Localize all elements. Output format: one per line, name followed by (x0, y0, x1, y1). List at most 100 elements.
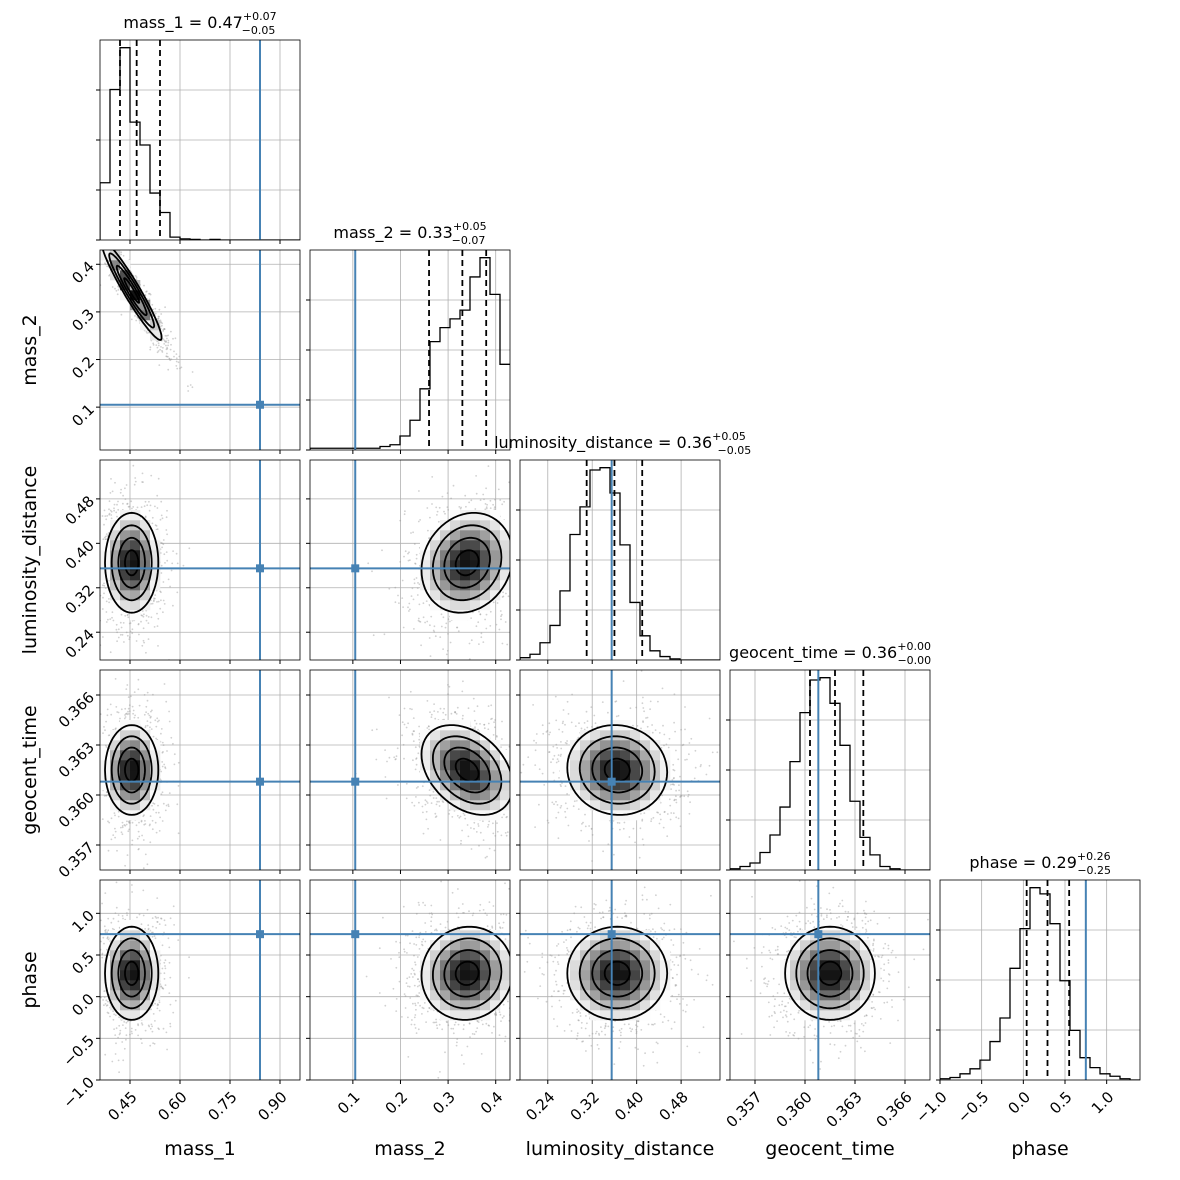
sample-point (89, 226, 91, 228)
sample-point (116, 711, 119, 713)
sample-point (418, 603, 421, 606)
sample-point (524, 514, 526, 516)
sample-point (375, 728, 378, 731)
sample-point (522, 847, 524, 849)
sample-point (505, 592, 507, 595)
sample-point (105, 538, 107, 541)
sample-point (150, 710, 152, 713)
sample-point (175, 353, 178, 355)
density-bin (150, 760, 161, 771)
sample-point (152, 342, 155, 345)
sample-point (166, 352, 168, 355)
sample-point (158, 830, 161, 832)
sample-point (173, 355, 175, 358)
sample-point (104, 538, 107, 541)
sample-point (418, 725, 420, 728)
density-bin (420, 580, 431, 591)
sample-point (126, 820, 128, 823)
sample-point (93, 214, 95, 216)
sample-point (99, 244, 101, 246)
sample-point (94, 215, 96, 217)
sample-point (121, 825, 124, 827)
sample-point (123, 641, 125, 643)
sample-point (105, 518, 108, 521)
sample-point (172, 337, 174, 340)
sample-point (157, 804, 159, 807)
sample-point (514, 787, 516, 789)
sample-point (169, 359, 172, 362)
sample-point (121, 821, 124, 824)
sample-point (510, 535, 512, 537)
sample-point (145, 290, 148, 293)
sample-point (124, 864, 126, 867)
sample-point (455, 713, 458, 715)
density-bin (150, 330, 161, 341)
sample-point (167, 578, 170, 581)
sample-point (96, 238, 98, 240)
sample-point (127, 713, 130, 715)
density-bin (150, 530, 161, 541)
sample-point (529, 795, 531, 797)
y-tick-label: 0.4 (68, 258, 98, 288)
sample-point (104, 245, 106, 247)
sample-point (435, 803, 438, 806)
sample-point (88, 228, 90, 230)
sample-point (407, 552, 409, 555)
density-bin (120, 270, 131, 281)
sample-point (142, 867, 145, 870)
sample-point (99, 245, 101, 247)
density-bin (110, 790, 121, 801)
sample-point (409, 707, 411, 710)
sample-point (437, 711, 439, 713)
sample-point (128, 704, 131, 707)
sample-point (116, 849, 118, 852)
sample-point (167, 341, 170, 344)
panel-mass_1-hist: mass_1 = 0.47+0.07−0.05 (96, 10, 301, 244)
sample-point (163, 328, 166, 331)
sample-point (478, 643, 480, 645)
truth-marker (256, 564, 264, 573)
sample-point (102, 242, 104, 244)
density-bin (130, 730, 141, 741)
sample-point (148, 824, 151, 827)
sample-point (97, 728, 99, 730)
sample-point (101, 515, 104, 517)
sample-point (452, 484, 455, 487)
sample-point (81, 219, 83, 221)
sample-point (128, 622, 131, 625)
density-bin (130, 750, 141, 761)
sample-point (145, 651, 147, 654)
density-bin (140, 580, 151, 591)
sample-point (160, 770, 163, 773)
sample-point (487, 722, 490, 725)
sample-point (514, 743, 516, 745)
density-bin (130, 560, 141, 571)
sample-point (409, 559, 411, 561)
sample-point (403, 707, 406, 710)
sample-point (124, 714, 126, 716)
sample-point (156, 340, 159, 343)
sample-point (172, 742, 174, 745)
y-tick-label: 0.40 (62, 537, 98, 573)
sample-point (126, 854, 129, 856)
density-bin (100, 750, 111, 761)
sample-point (428, 637, 431, 639)
sample-point (108, 508, 110, 511)
sample-point (411, 801, 413, 804)
density-bin (450, 730, 461, 741)
sample-point (165, 551, 168, 553)
sample-point (149, 823, 151, 826)
panel-content (100, 460, 300, 660)
sample-point (462, 812, 465, 815)
sample-point (470, 499, 473, 502)
density-bin (110, 740, 121, 751)
density-bin (430, 590, 441, 601)
sample-point (424, 803, 427, 806)
sample-point (148, 714, 151, 717)
sample-point (479, 613, 482, 616)
truth-marker (256, 400, 264, 409)
sample-point (110, 838, 113, 841)
sample-point (137, 716, 140, 719)
density-bin (470, 750, 481, 761)
sample-point (167, 355, 169, 358)
